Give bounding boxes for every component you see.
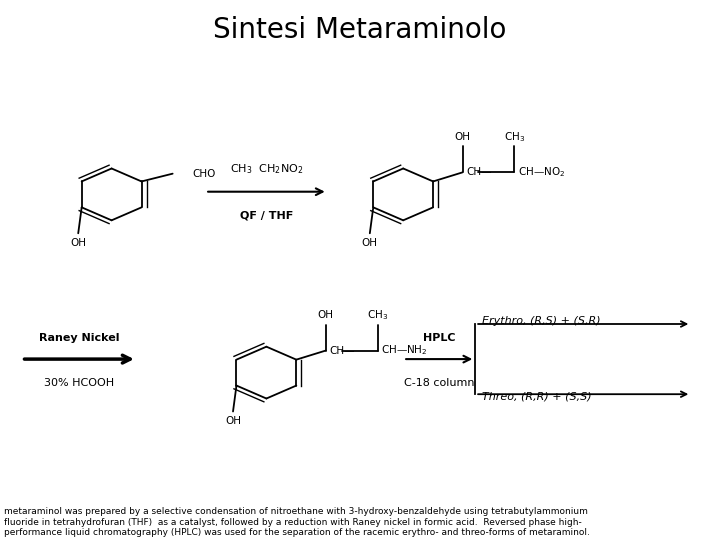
Text: OH: OH: [71, 238, 86, 248]
Text: CHO: CHO: [193, 168, 216, 179]
Text: HPLC: HPLC: [423, 333, 456, 343]
Text: OH: OH: [454, 132, 470, 141]
Text: CH—NO$_2$: CH—NO$_2$: [518, 165, 565, 179]
Text: CH—: CH—: [329, 346, 355, 355]
Text: CH$_3$  CH$_2$NO$_2$: CH$_3$ CH$_2$NO$_2$: [230, 161, 303, 176]
Text: Sintesi Metaraminolo: Sintesi Metaraminolo: [213, 16, 507, 44]
Text: OH: OH: [225, 416, 241, 426]
Text: CH$_3$: CH$_3$: [504, 130, 525, 144]
Text: metaraminol was prepared by a selective condensation of nitroethane with 3-hydro: metaraminol was prepared by a selective …: [4, 508, 590, 537]
Text: CH—NH$_2$: CH—NH$_2$: [381, 343, 428, 357]
Text: Raney Nickel: Raney Nickel: [39, 333, 120, 343]
Text: OH: OH: [318, 310, 333, 320]
Text: CH—: CH—: [466, 167, 492, 177]
Text: Erythro, (R,S) + (S,R): Erythro, (R,S) + (S,R): [482, 316, 601, 326]
Text: CH$_3$: CH$_3$: [367, 308, 388, 322]
Text: Threo, (R,R) + (S,S): Threo, (R,R) + (S,S): [482, 392, 592, 402]
Text: OH: OH: [362, 238, 378, 248]
Text: QF / THF: QF / THF: [240, 211, 293, 221]
Text: 30% HCOOH: 30% HCOOH: [44, 378, 114, 388]
Text: C-18 column: C-18 column: [404, 378, 474, 388]
